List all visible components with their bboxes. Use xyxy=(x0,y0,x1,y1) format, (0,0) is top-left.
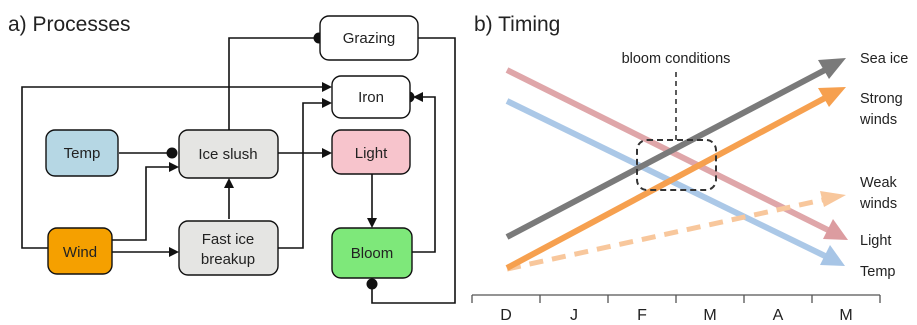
month-label: D xyxy=(500,307,512,324)
svg-text:Grazing: Grazing xyxy=(343,30,396,47)
bloom-conditions-annotation: bloom conditions xyxy=(622,51,731,191)
inhibitor-dot-bloom xyxy=(366,278,378,290)
svg-text:Wind: Wind xyxy=(63,244,97,261)
month-label: A xyxy=(773,307,784,324)
node-temp: Temp xyxy=(45,129,119,177)
trend-strong-winds xyxy=(505,95,827,271)
trend-light-arrowhead xyxy=(823,219,848,240)
process-connectors xyxy=(21,37,456,304)
month-label: J xyxy=(570,307,578,324)
label-temp: Temp xyxy=(860,264,895,280)
edge-ice-slush-inhibits-grazing xyxy=(228,37,314,130)
trend-temp xyxy=(505,98,827,259)
label-sea-ice: Sea ice xyxy=(860,51,908,67)
svg-text:Fast ice: Fast ice xyxy=(202,231,255,248)
month-axis: D J F M A M xyxy=(471,294,881,324)
label-weak-winds-1: Weak xyxy=(860,175,898,191)
trend-strong-winds-arrowhead xyxy=(818,87,846,107)
node-iron: Iron xyxy=(331,75,411,119)
svg-text:Bloom: Bloom xyxy=(351,245,394,262)
trend-weak-winds-arrowhead xyxy=(820,191,846,207)
trend-weak-winds xyxy=(506,196,828,272)
bloom-conditions-label: bloom conditions xyxy=(622,51,731,67)
label-weak-winds-2: winds xyxy=(859,196,897,212)
trend-sea-ice-arrowhead xyxy=(818,58,846,79)
timing-trend-lines xyxy=(505,58,848,272)
processes-title: a) Processes xyxy=(8,13,131,36)
svg-text:Temp: Temp xyxy=(64,145,101,162)
axis-ticks xyxy=(471,295,881,303)
edge-grazing-inhibits-bloom xyxy=(371,37,456,304)
node-fast-ice-breakup: Fast ice breakup xyxy=(178,220,279,276)
svg-text:Iron: Iron xyxy=(358,89,384,106)
node-light: Light xyxy=(331,129,411,175)
series-labels: Sea ice Strong winds Weak winds Light Te… xyxy=(859,51,908,280)
edge-bloom-inhibits-iron xyxy=(412,92,436,253)
month-label: M xyxy=(703,307,716,324)
svg-text:Light: Light xyxy=(355,145,388,162)
inhibitor-dot-ice-slush xyxy=(166,147,178,159)
edge-wind-to-ice-slush xyxy=(111,162,179,241)
month-label: M xyxy=(839,307,852,324)
node-wind: Wind xyxy=(47,227,113,275)
label-strong-winds-2: winds xyxy=(859,112,897,128)
month-label: F xyxy=(637,307,647,324)
timing-title: b) Timing xyxy=(474,13,560,36)
node-ice-slush: Ice slush xyxy=(178,129,279,179)
trend-sea-ice xyxy=(505,67,827,240)
node-bloom: Bloom xyxy=(331,227,413,279)
svg-text:Ice slush: Ice slush xyxy=(198,146,257,163)
label-light: Light xyxy=(860,233,891,249)
edge-fast-ice-to-iron xyxy=(278,98,332,249)
label-strong-winds-1: Strong xyxy=(860,91,903,107)
trend-temp-arrowhead xyxy=(820,245,845,266)
svg-text:breakup: breakup xyxy=(201,251,255,268)
node-grazing: Grazing xyxy=(319,15,419,61)
edge-wind-to-iron xyxy=(21,82,332,249)
